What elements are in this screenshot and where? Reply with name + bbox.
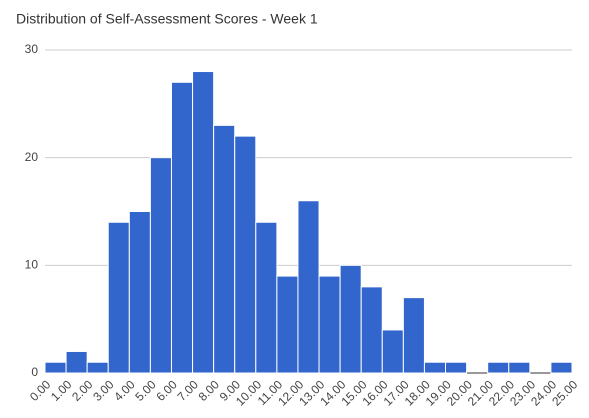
bar [107, 221, 130, 374]
bar [234, 135, 257, 374]
x-tick-label: 1.00 [48, 377, 75, 404]
bar [170, 81, 194, 374]
bar [128, 211, 151, 374]
x-tick-label: 0.00 [27, 377, 54, 404]
x-tick-label: 6.00 [153, 377, 180, 404]
bar [318, 275, 341, 374]
y-tick-label: 10 [25, 258, 39, 272]
y-tick-label: 20 [25, 150, 39, 164]
bar [192, 71, 215, 374]
bar [297, 200, 320, 374]
bar [550, 361, 573, 374]
bar [276, 275, 299, 374]
bar [423, 361, 447, 374]
bar [44, 361, 67, 374]
x-tick-label: 2.00 [69, 377, 96, 404]
bar [213, 124, 236, 374]
bar [65, 350, 88, 374]
x-tick-label: 3.00 [90, 377, 117, 404]
bar [255, 221, 278, 374]
bar [360, 286, 383, 374]
chart-title: Distribution of Self-Assessment Scores -… [16, 11, 318, 27]
bar [381, 329, 404, 374]
bar [508, 361, 531, 374]
bar [149, 157, 172, 374]
bar [86, 361, 109, 374]
y-tick-label: 0 [31, 365, 38, 379]
y-tick-label: 30 [25, 42, 39, 56]
bar [402, 297, 425, 374]
x-tick-label: 4.00 [111, 377, 138, 404]
bar [445, 361, 468, 374]
x-tick-label: 5.00 [132, 377, 159, 404]
x-tick-label: 7.00 [175, 377, 202, 404]
x-tick-label: 25.00 [549, 377, 580, 408]
bar [339, 264, 362, 374]
bar [487, 361, 510, 374]
x-tick-label: 8.00 [196, 377, 223, 404]
